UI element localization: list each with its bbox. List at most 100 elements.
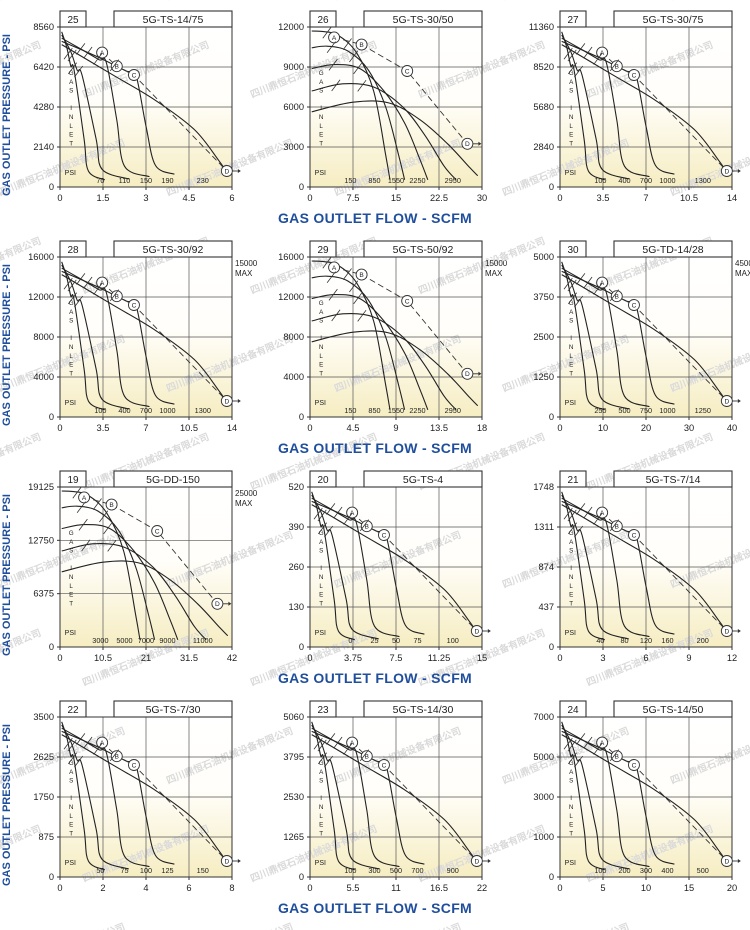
svg-text:四川鼎恒石油机械设备有限公司: 四川鼎恒石油机械设备有限公司 bbox=[500, 0, 631, 3]
svg-text:400: 400 bbox=[118, 406, 130, 415]
svg-text:1300: 1300 bbox=[195, 406, 211, 415]
svg-text:E: E bbox=[319, 592, 323, 599]
svg-text:0: 0 bbox=[557, 653, 562, 663]
svg-text:40: 40 bbox=[596, 636, 604, 645]
svg-text:2840: 2840 bbox=[533, 142, 554, 152]
svg-text:5060: 5060 bbox=[283, 712, 304, 722]
svg-text:5G-TS-14/50: 5G-TS-14/50 bbox=[643, 704, 704, 716]
svg-text:22: 22 bbox=[477, 883, 487, 893]
svg-text:1.5: 1.5 bbox=[97, 193, 110, 203]
svg-text:200: 200 bbox=[697, 636, 709, 645]
svg-text:D: D bbox=[224, 858, 229, 865]
svg-text:S: S bbox=[569, 318, 573, 325]
svg-text:A: A bbox=[600, 510, 605, 517]
svg-text:D: D bbox=[474, 628, 479, 635]
svg-text:C: C bbox=[155, 528, 160, 535]
svg-text:G: G bbox=[319, 530, 324, 537]
svg-text:A: A bbox=[100, 740, 105, 747]
svg-text:D: D bbox=[474, 858, 479, 865]
svg-text:0: 0 bbox=[307, 653, 312, 663]
svg-text:2950: 2950 bbox=[445, 406, 461, 415]
svg-text:L: L bbox=[69, 353, 73, 360]
svg-text:1250: 1250 bbox=[695, 406, 711, 415]
svg-text:0: 0 bbox=[307, 883, 312, 893]
svg-text:四川鼎恒石油机械设备有限公司: 四川鼎恒石油机械设备有限公司 bbox=[332, 0, 463, 3]
svg-text:G: G bbox=[319, 760, 324, 767]
svg-text:A: A bbox=[82, 495, 87, 502]
svg-text:700: 700 bbox=[411, 866, 423, 875]
svg-text:700: 700 bbox=[640, 176, 652, 185]
svg-text:D: D bbox=[465, 371, 470, 378]
svg-text:E: E bbox=[319, 132, 323, 139]
svg-text:120: 120 bbox=[640, 636, 652, 645]
svg-text:四川鼎恒石油机械设备有限公司: 四川鼎恒石油机械设备有限公司 bbox=[0, 0, 127, 3]
svg-text:15: 15 bbox=[477, 653, 487, 663]
svg-text:B: B bbox=[109, 502, 114, 509]
svg-text:E: E bbox=[69, 132, 73, 139]
svg-text:15: 15 bbox=[391, 193, 401, 203]
svg-text:G: G bbox=[569, 70, 574, 77]
svg-text:150: 150 bbox=[344, 406, 356, 415]
svg-text:150: 150 bbox=[344, 176, 356, 185]
svg-text:50: 50 bbox=[392, 636, 400, 645]
svg-text:B: B bbox=[359, 42, 364, 49]
svg-text:T: T bbox=[69, 830, 73, 837]
svg-text:100: 100 bbox=[344, 866, 356, 875]
svg-text:750: 750 bbox=[640, 406, 652, 415]
svg-text:D: D bbox=[465, 141, 470, 148]
svg-text:7000: 7000 bbox=[533, 712, 554, 722]
svg-text:26: 26 bbox=[317, 15, 329, 26]
svg-text:100: 100 bbox=[94, 406, 106, 415]
svg-text:5G-TS-7/14: 5G-TS-7/14 bbox=[646, 474, 701, 486]
svg-text:5G-TS-4: 5G-TS-4 bbox=[403, 474, 443, 486]
svg-text:5000: 5000 bbox=[533, 752, 554, 762]
svg-text:7.5: 7.5 bbox=[347, 193, 360, 203]
svg-text:5G-TS-30/50: 5G-TS-30/50 bbox=[393, 14, 454, 26]
svg-text:11000: 11000 bbox=[193, 636, 213, 645]
svg-text:875: 875 bbox=[38, 832, 54, 842]
svg-text:四川鼎恒石油机械设备有限公司: 四川鼎恒石油机械设备有限公司 bbox=[164, 920, 295, 930]
svg-text:D: D bbox=[724, 168, 729, 175]
svg-text:3: 3 bbox=[143, 193, 148, 203]
svg-text:14: 14 bbox=[727, 193, 737, 203]
svg-text:PSI: PSI bbox=[65, 860, 76, 867]
svg-text:G: G bbox=[319, 70, 324, 77]
svg-text:15: 15 bbox=[684, 883, 694, 893]
svg-text:11360: 11360 bbox=[529, 22, 554, 32]
svg-text:8560: 8560 bbox=[33, 22, 54, 32]
svg-text:4280: 4280 bbox=[33, 102, 54, 112]
svg-text:0: 0 bbox=[49, 642, 54, 652]
svg-text:4: 4 bbox=[143, 883, 148, 893]
svg-text:5G-TS-14/75: 5G-TS-14/75 bbox=[143, 14, 204, 26]
svg-text:四川鼎恒石油机械设备有限公司: 四川鼎恒石油机械设备有限公司 bbox=[668, 920, 750, 930]
svg-text:1750: 1750 bbox=[33, 792, 54, 802]
svg-text:PSI: PSI bbox=[315, 860, 326, 867]
svg-text:T: T bbox=[69, 140, 73, 147]
svg-text:28: 28 bbox=[67, 245, 79, 256]
svg-text:I: I bbox=[320, 105, 322, 112]
svg-text:5G-TS-14/30: 5G-TS-14/30 bbox=[393, 704, 454, 716]
svg-text:A: A bbox=[332, 265, 337, 272]
svg-text:6: 6 bbox=[229, 193, 234, 203]
svg-text:A: A bbox=[100, 50, 105, 57]
svg-text:30: 30 bbox=[684, 423, 694, 433]
svg-text:E: E bbox=[69, 362, 73, 369]
svg-text:5G-TD-14/28: 5G-TD-14/28 bbox=[642, 244, 703, 256]
svg-text:N: N bbox=[69, 574, 74, 581]
svg-text:2530: 2530 bbox=[283, 792, 304, 802]
svg-text:13.5: 13.5 bbox=[430, 423, 448, 433]
svg-text:31.5: 31.5 bbox=[180, 653, 198, 663]
svg-text:T: T bbox=[319, 370, 323, 377]
svg-text:L: L bbox=[569, 123, 573, 130]
svg-text:0: 0 bbox=[299, 872, 304, 882]
svg-text:D: D bbox=[724, 398, 729, 405]
svg-text:0: 0 bbox=[549, 872, 554, 882]
svg-text:1748: 1748 bbox=[533, 482, 554, 492]
svg-text:6: 6 bbox=[186, 883, 191, 893]
svg-text:10: 10 bbox=[598, 423, 608, 433]
svg-text:0: 0 bbox=[57, 653, 62, 663]
svg-text:E: E bbox=[569, 362, 573, 369]
svg-text:C: C bbox=[632, 762, 637, 769]
svg-text:T: T bbox=[319, 140, 323, 147]
svg-text:25: 25 bbox=[67, 15, 79, 26]
